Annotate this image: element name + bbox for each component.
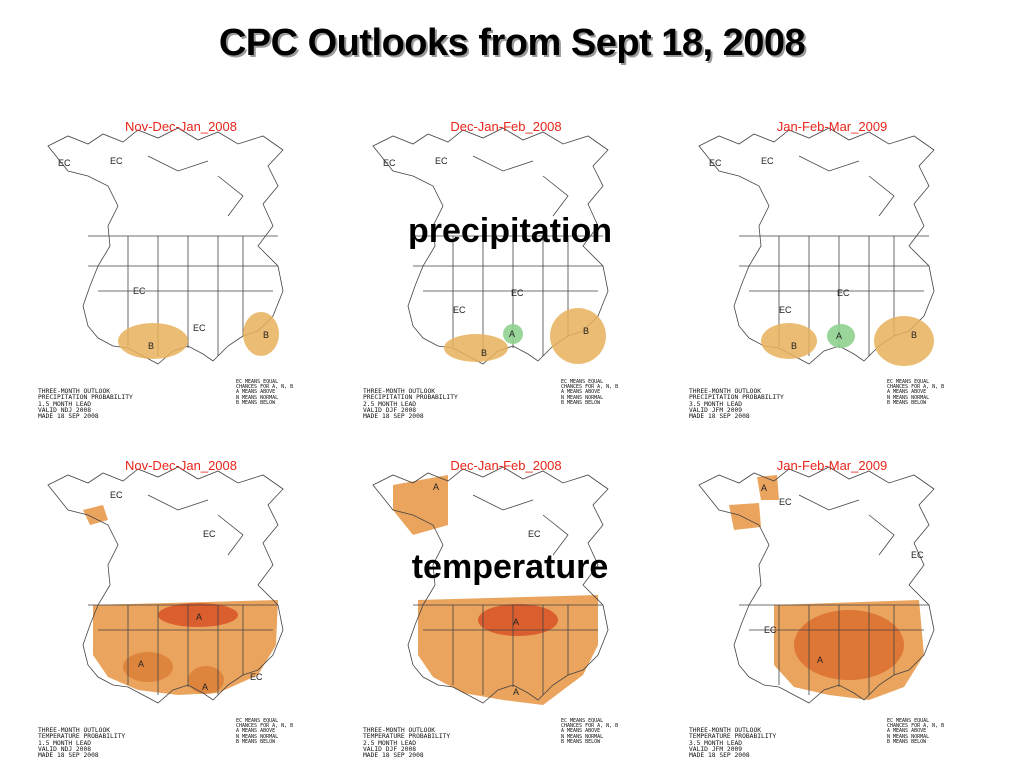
map-label: EC <box>435 156 448 166</box>
above-warm-dark-region <box>478 604 558 636</box>
map-label: B <box>583 326 589 336</box>
map-label: A <box>433 482 439 492</box>
below-dry-region <box>243 312 279 356</box>
map-caption: THREE-MONTH OUTLOOK PRECIPITATION PROBABI… <box>38 387 133 421</box>
map-svg: EC EC A A A EC <box>47 466 284 704</box>
map-label: EC <box>383 158 396 168</box>
map-label: EC <box>110 490 123 500</box>
below-dry-region <box>761 323 817 359</box>
map-label: EC <box>779 497 792 507</box>
precip-map-djf: EC EC EC EC A B B Dec-Jan-Feb_2008 THREE… <box>353 116 659 420</box>
map-label: EC <box>511 288 524 298</box>
map-label: EC <box>250 672 263 682</box>
map-label: A <box>202 682 208 692</box>
below-dry-region <box>444 334 508 362</box>
map-label: A <box>509 329 515 339</box>
map-label: A <box>817 655 823 665</box>
map-caption: THREE-MONTH OUTLOOK TEMPERATURE PROBABILI… <box>689 726 777 760</box>
season-title: Jan-Feb-Mar_2009 <box>776 458 888 473</box>
map-label: A <box>513 617 519 627</box>
north-america-outline <box>47 466 284 704</box>
map-label: A <box>836 331 842 341</box>
map-label: A <box>196 612 202 622</box>
slide-title: CPC Outlooks from Sept 18, 2008 <box>218 22 806 64</box>
map-label: A <box>761 483 767 493</box>
map-label: EC <box>133 286 146 296</box>
above-warm-mid-region <box>123 652 173 682</box>
above-warm-mid-region <box>794 610 904 680</box>
precip-map-ndj: EC EC EC EC B B Nov-Dec-Jan_2008 THREE-M… <box>28 116 334 420</box>
below-dry-region <box>118 323 188 359</box>
map-label: EC <box>779 305 792 315</box>
temp-map-djf: EC A A A Dec-Jan-Feb_2008 THREE-MONTH OU… <box>353 455 659 759</box>
map-svg: EC EC A A EC <box>698 466 935 704</box>
map-label: EC <box>911 550 924 560</box>
map-svg: EC EC EC EC B B <box>47 127 284 365</box>
map-caption: THREE-MONTH OUTLOOK TEMPERATURE PROBABILI… <box>363 726 451 760</box>
map-caption: THREE-MONTH OUTLOOK TEMPERATURE PROBABILI… <box>38 726 126 760</box>
map-caption: THREE-MONTH OUTLOOK PRECIPITATION PROBABI… <box>363 387 458 421</box>
season-title: Nov-Dec-Jan_2008 <box>124 119 237 134</box>
north-america-outline <box>372 466 609 704</box>
map-label: EC <box>453 305 466 315</box>
below-dry-region <box>874 316 934 366</box>
row-label-temperature: temperature <box>411 548 609 586</box>
north-america-outline <box>698 466 935 704</box>
season-title: Nov-Dec-Jan_2008 <box>124 458 237 473</box>
above-warm-region <box>757 475 779 500</box>
temp-map-jfm: EC EC A A EC Jan-Feb-Mar_2009 THREE-MONT… <box>679 455 985 759</box>
map-label: EC <box>764 625 777 635</box>
below-dry-region <box>550 308 606 364</box>
map-label: B <box>791 341 797 351</box>
map-label: B <box>148 341 154 351</box>
season-title: Jan-Feb-Mar_2009 <box>776 119 888 134</box>
above-warm-mid-region <box>188 666 224 694</box>
map-label: B <box>263 330 269 340</box>
map-svg: EC EC EC EC A B B <box>372 127 609 365</box>
map-label: EC <box>709 158 722 168</box>
map-label: EC <box>837 288 850 298</box>
map-svg: EC EC EC EC A B B <box>698 127 935 366</box>
map-label: EC <box>193 323 206 333</box>
above-warm-region <box>83 505 108 525</box>
above-warm-region <box>729 503 761 530</box>
above-wet-region <box>503 324 523 344</box>
row-label-precipitation: precipitation <box>407 212 613 250</box>
map-label: B <box>911 330 917 340</box>
temp-map-ndj: EC EC A A A EC Nov-Dec-Jan_2008 THREE-MO… <box>28 455 334 759</box>
map-label: EC <box>58 158 71 168</box>
map-svg: EC A A A <box>372 466 609 705</box>
map-label: EC <box>761 156 774 166</box>
season-title: Dec-Jan-Feb_2008 <box>450 458 562 473</box>
season-title: Dec-Jan-Feb_2008 <box>450 119 562 134</box>
map-label: EC <box>110 156 123 166</box>
map-label: B <box>481 348 487 358</box>
map-label: EC <box>203 529 216 539</box>
map-label: EC <box>528 529 541 539</box>
map-label: A <box>513 687 519 697</box>
above-warm-region <box>393 475 448 535</box>
precip-map-jfm: EC EC EC EC A B B Jan-Feb-Mar_2009 THREE… <box>679 116 985 420</box>
above-wet-region <box>827 324 855 348</box>
map-caption: THREE-MONTH OUTLOOK PRECIPITATION PROBABI… <box>689 387 784 421</box>
map-label: A <box>138 659 144 669</box>
